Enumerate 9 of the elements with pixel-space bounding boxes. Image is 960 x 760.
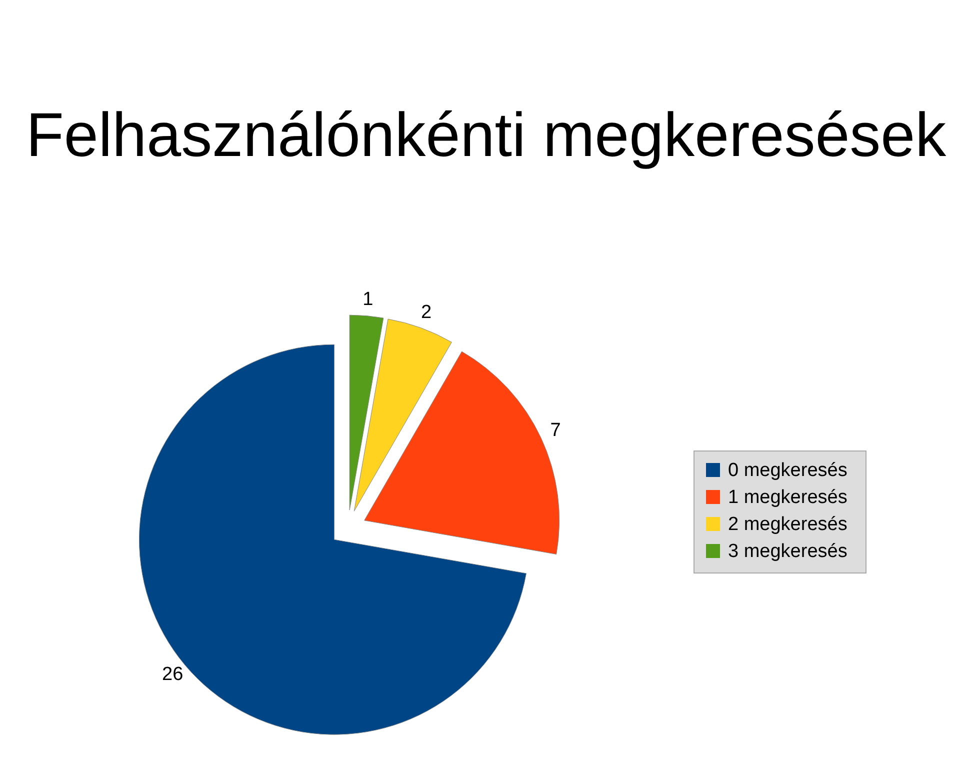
data-label: 7 <box>550 420 561 442</box>
legend-label: 2 megkeresés <box>728 514 848 535</box>
legend-label: 1 megkeresés <box>728 487 848 508</box>
chart-title: Felhasználónkénti megkeresések <box>26 101 948 170</box>
data-label: 2 <box>421 302 432 323</box>
legend-label: 0 megkeresés <box>728 460 848 481</box>
legend-label: 3 megkeresés <box>728 541 848 562</box>
data-label: 1 <box>362 288 374 310</box>
data-label: 26 <box>162 664 184 686</box>
